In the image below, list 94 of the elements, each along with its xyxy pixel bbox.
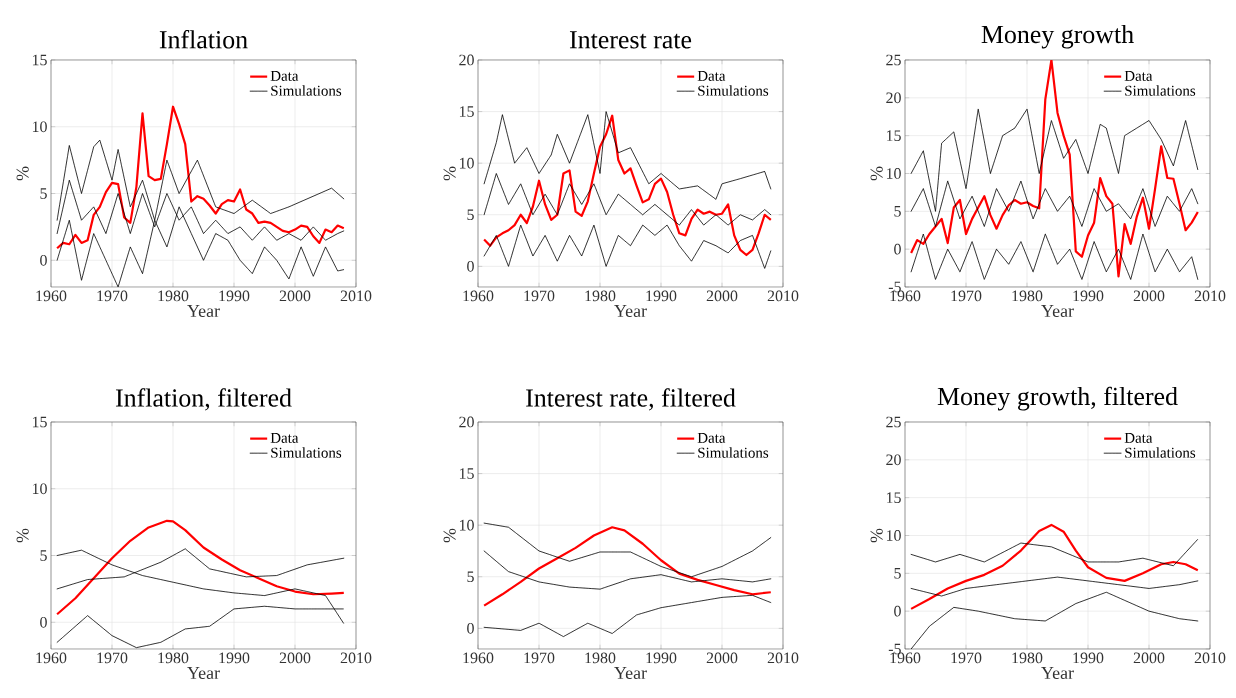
y-tick-label: 0 [894,605,901,617]
y-tick-label: 20 [886,454,901,466]
legend-label: Simulations [698,85,769,96]
y-tick-label: 15 [32,416,47,428]
y-axis-title: % [16,166,29,181]
y-tick-label: 15 [459,106,474,117]
y-axis-title: % [16,528,29,543]
x-tick-label: 1980 [1012,290,1043,302]
y-axis-title: % [870,528,883,543]
x-tick-label: 1970 [524,652,555,664]
y-tick-label: 0 [894,243,901,255]
chart-title: Inflation [159,30,248,49]
chart-title: Interest rate [569,31,692,49]
legend-label: Data [697,432,726,443]
x-tick-label: 2010 [1194,652,1226,664]
x-tick-label: 1960 [36,652,67,664]
y-tick-label: 20 [886,92,901,104]
y-tick-label: 5 [894,568,901,579]
x-tick-label: 1990 [1073,652,1104,664]
x-axis-title: Year [614,305,647,318]
y-axis-title: % [870,166,883,181]
y-tick-label: 5 [40,550,47,561]
x-tick-label: 1980 [585,290,616,302]
x-tick-label: 1960 [36,290,67,302]
x-tick-label: 1980 [158,652,189,664]
x-tick-label: 2000 [706,290,738,302]
y-tick-label: 25 [886,54,901,66]
x-tick-label: 1980 [158,290,189,302]
y-tick-label: 10 [459,157,474,169]
legend-label: Data [270,432,299,443]
y-tick-label: 0 [40,254,47,266]
y-tick-label: 10 [886,168,901,179]
y-tick-label: 10 [32,483,47,495]
y-tick-label: 15 [32,54,47,66]
y-tick-label: 20 [459,416,474,428]
y-tick-label: 25 [886,416,901,428]
x-tick-label: 2000 [706,652,738,664]
x-tick-label: 2000 [279,290,311,302]
x-tick-label: 2000 [1133,290,1165,302]
y-axis-title: % [443,166,456,181]
legend-label: Simulations [1125,447,1196,458]
legend-label: Simulations [271,85,342,96]
x-tick-label: 1990 [1073,290,1104,302]
x-tick-label: 1990 [646,652,677,664]
x-tick-label: 2000 [279,652,311,664]
x-axis-title: Year [187,305,220,318]
y-tick-label: 10 [32,121,47,133]
x-tick-label: 1980 [585,652,616,664]
y-tick-label: 15 [459,468,474,479]
x-tick-label: 2010 [767,652,799,664]
y-axis-title: % [443,528,456,543]
legend-label: Simulations [271,447,342,458]
x-tick-label: 2010 [1194,290,1226,302]
x-tick-label: 1980 [1012,652,1043,664]
chart-title: Interest rate, filtered [526,388,736,411]
legend-label: Data [697,70,726,81]
y-tick-label: 5 [40,188,47,199]
x-tick-label: 1970 [97,652,128,664]
x-tick-label: 1990 [219,652,250,664]
x-axis-title: Year [614,667,647,680]
x-tick-label: 2010 [767,290,799,302]
x-tick-label: 1960 [463,290,494,302]
x-tick-label: 2010 [340,290,372,302]
legend-label: Data [1124,70,1153,81]
y-tick-label: 5 [467,209,474,221]
chart-title: Inflation, filtered [115,388,292,411]
x-tick-label: 1970 [951,652,982,664]
legend-label: Simulations [698,447,769,458]
chart-title: Money growth, filtered [937,386,1178,411]
x-tick-label: 1960 [463,652,494,664]
y-tick-label: 15 [886,492,901,503]
y-tick-label: 0 [467,622,474,634]
y-tick-label: 10 [459,519,474,531]
x-tick-label: 1990 [646,290,677,302]
y-tick-label: 20 [459,54,474,66]
x-axis-title: Year [187,667,220,680]
legend-label: Simulations [1125,85,1196,96]
x-tick-label: 2010 [340,652,372,664]
x-tick-label: 1970 [951,290,982,302]
legend-label: Data [1124,432,1153,443]
x-tick-label: 1970 [524,290,555,302]
y-tick-label: 0 [40,616,47,628]
x-tick-label: 2000 [1133,652,1165,664]
legend-label: Data [270,70,299,81]
y-tick-label: 5 [467,571,474,583]
x-tick-label: 1970 [97,290,128,302]
x-tick-label: 1990 [219,290,250,302]
chart-title: Money growth [981,24,1134,49]
y-tick-label: 5 [894,206,901,217]
y-tick-label: 10 [886,530,901,541]
x-axis-title: Year [1041,305,1074,318]
y-tick-label: 0 [467,260,474,272]
x-axis-title: Year [1041,667,1074,680]
y-tick-label: 15 [886,130,901,141]
